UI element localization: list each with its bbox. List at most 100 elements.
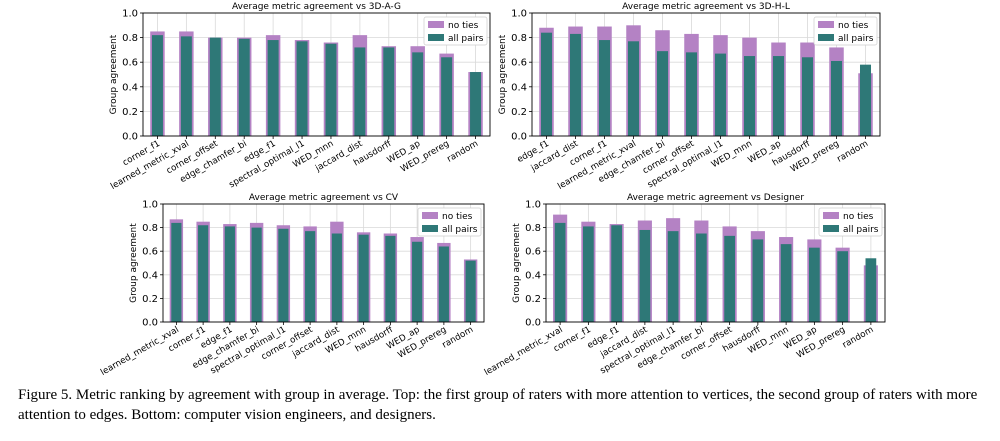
y-tick-label: 0.4 [142,270,158,281]
bar-all-pairs [305,231,316,322]
bar-all-pairs [696,233,707,322]
bar-all-pairs [412,52,424,136]
y-tick-label: 0.4 [122,82,138,93]
chart-title: Average metric agreement vs Designer [627,193,804,203]
bar-all-pairs [198,225,209,322]
bar-all-pairs [209,37,221,136]
legend-label-no-ties: no ties [442,212,473,222]
bar-all-pairs [667,231,679,322]
y-tick-label: 0.2 [142,294,158,305]
legend-swatch-no-ties [823,212,839,219]
figure-caption: Figure 5. Metric ranking by agreement wi… [18,387,978,423]
y-tick-label: 1.0 [511,9,527,20]
axes-frame [162,203,485,323]
y-tick-label: 0.2 [525,294,541,305]
bar-all-pairs [685,52,698,136]
legend-swatch-no-ties [428,21,444,28]
bar-all-pairs [224,226,235,322]
bar-all-pairs [354,47,366,136]
bar-all-pairs [714,53,727,137]
bar-all-pairs [639,229,651,322]
bar-all-pairs [554,222,566,322]
legend-label-no-ties: no ties [448,21,479,31]
y-tick-label: 1.0 [142,200,158,211]
chart-title: Average metric agreement vs 3D-H-L [622,2,790,12]
y-axis-label: Group agreement [109,34,119,114]
axes-frame [142,12,491,137]
bar-all-pairs [569,33,582,136]
bar-all-pairs [171,222,182,322]
bar-all-pairs [441,57,453,136]
y-tick-label: 1.0 [122,9,138,20]
y-tick-label: 0.6 [511,58,527,69]
bar-all-pairs [540,32,553,136]
bar-all-pairs [583,226,594,322]
bar-all-pairs [859,64,872,136]
bar-all-pairs [251,227,262,322]
legend-swatch-all-pairs [428,34,444,41]
y-tick-label: 0.2 [511,107,527,118]
bar-all-pairs [383,47,395,136]
bar-all-pairs [331,233,342,322]
bar-all-pairs [837,251,848,322]
bar-all-pairs [772,56,785,136]
bar-all-pairs [470,72,482,136]
legend-label-all-pairs: all pairs [448,34,484,44]
legend-label-all-pairs: all pairs [442,225,478,235]
y-tick-label: 0.0 [511,132,527,143]
bar-all-pairs [743,56,756,136]
bar-all-pairs [325,43,337,136]
x-tick-label: random [841,325,876,351]
y-tick-label: 0.8 [142,223,158,234]
legend-label-no-ties: no ties [838,21,869,31]
y-tick-label: 0.0 [525,318,541,329]
bar-all-pairs [278,228,289,322]
chart-title: Average metric agreement vs 3D-A-G [232,2,401,12]
bar-all-pairs [598,40,611,137]
legend-label-all-pairs: all pairs [843,225,879,235]
bar-all-pairs [611,225,622,322]
y-tick-label: 0.8 [122,33,138,44]
bar-all-pairs [865,258,877,322]
y-tick-label: 0.8 [511,33,527,44]
legend-label-all-pairs: all pairs [838,34,874,44]
bar-all-pairs [830,60,843,136]
y-tick-label: 0.6 [142,247,158,258]
y-tick-label: 0.0 [122,132,138,143]
y-tick-label: 0.2 [122,107,138,118]
legend-swatch-no-ties [818,21,834,28]
bar-all-pairs [358,234,369,322]
bar-all-pairs [296,41,308,136]
bar-all-pairs [412,241,423,322]
y-axis-label: Group agreement [498,34,508,114]
y-tick-label: 0.6 [525,247,541,258]
legend-label-no-ties: no ties [843,212,874,222]
legend-swatch-no-ties [422,212,438,219]
bar-all-pairs [752,239,764,322]
chart-title: Average metric agreement vs CV [249,193,399,203]
bar-all-pairs [385,235,396,322]
legend-swatch-all-pairs [422,225,438,232]
bar-all-pairs [180,36,192,137]
bar-all-pairs [151,35,163,136]
bar-all-pairs [627,41,640,136]
x-tick-label: learned_metric_xval [483,325,565,378]
bar-all-pairs [238,38,250,136]
y-tick-label: 0.8 [525,223,541,234]
y-tick-label: 0.6 [122,58,138,69]
legend-swatch-all-pairs [823,225,839,232]
bar-all-pairs [809,247,820,322]
y-tick-label: 0.4 [511,82,527,93]
bar-all-pairs [801,57,814,136]
y-tick-label: 0.0 [142,318,158,329]
legend-swatch-all-pairs [818,34,834,41]
bar-all-pairs [465,260,476,322]
bar-all-pairs [267,40,279,137]
bar-all-pairs [656,51,669,136]
axes-frame [531,12,881,137]
axes-frame [545,203,886,323]
